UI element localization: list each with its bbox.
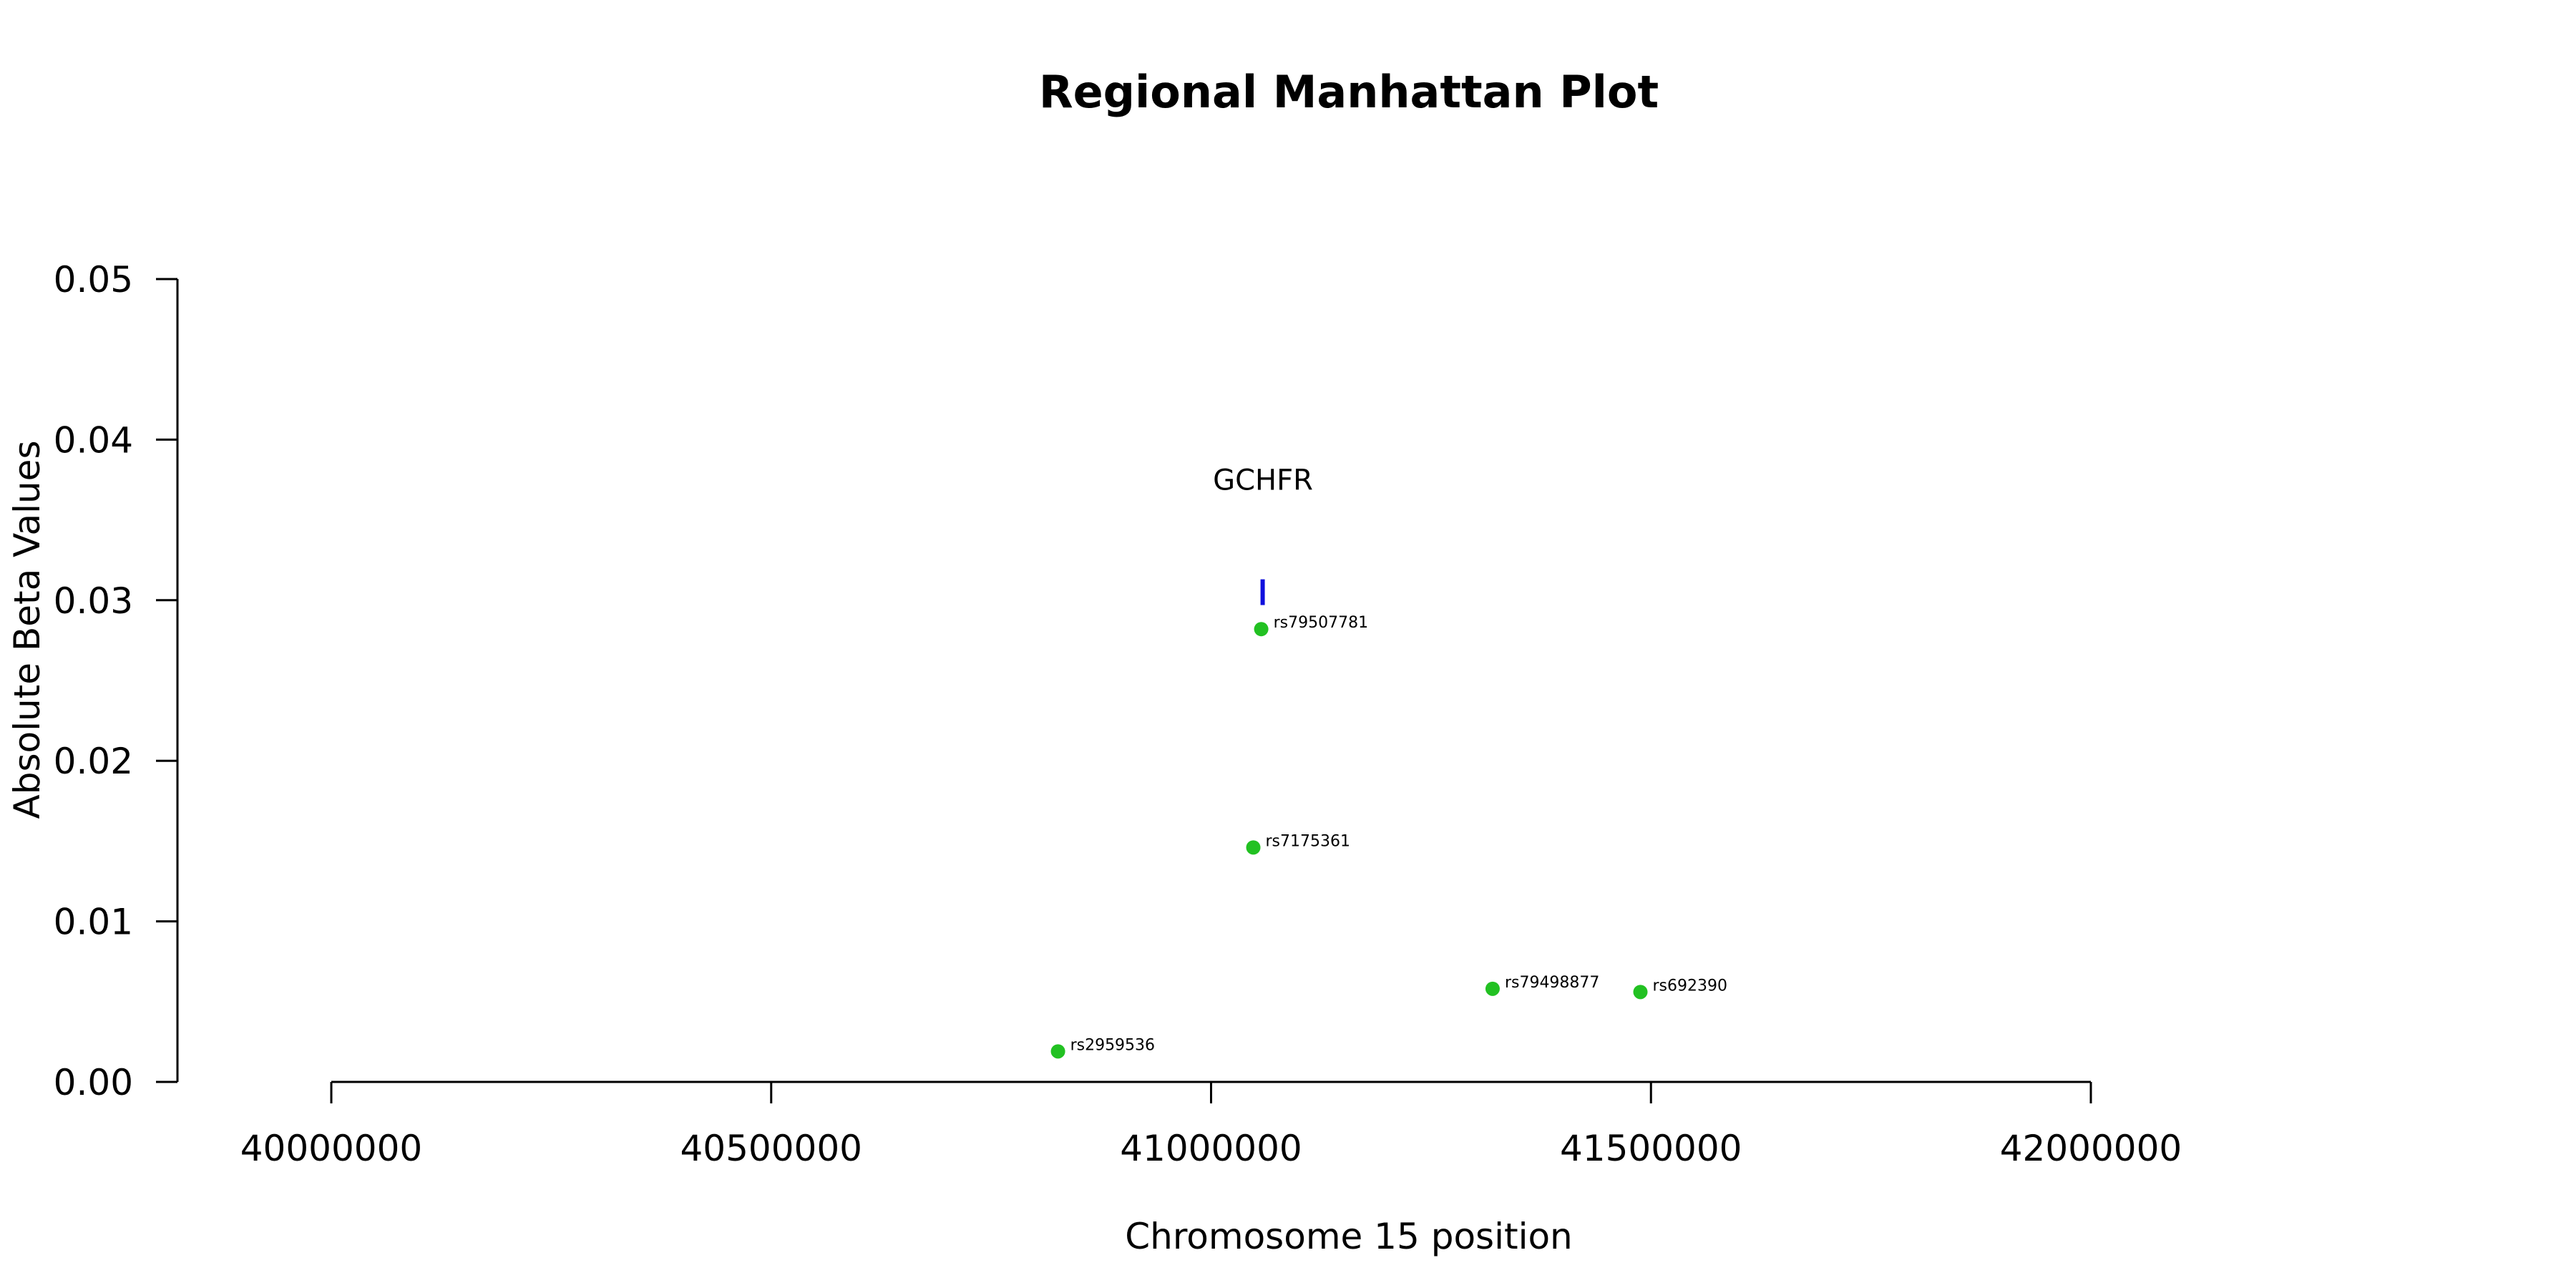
x-tick-label: 40000000 xyxy=(240,1128,423,1169)
y-tick-label: 0.00 xyxy=(54,1062,133,1103)
chart-title: Regional Manhattan Plot xyxy=(1039,66,1659,118)
x-axis: 40000000 40500000 41000000 41500000 42000000 xyxy=(240,1080,2182,1169)
y-axis-title: Absolute Beta Values xyxy=(6,441,48,819)
point-label: rs79498877 xyxy=(1505,974,1599,992)
point-label: rs79507781 xyxy=(1274,614,1368,632)
y-tick-label: 0.01 xyxy=(54,902,133,943)
point-label: rs2959536 xyxy=(1070,1036,1156,1054)
x-tick-label: 40500000 xyxy=(680,1128,863,1169)
data-point xyxy=(1485,981,1500,996)
data-points: rs79507781 rs7175361 rs79498877 rs692390 rs2… xyxy=(1050,614,1727,1059)
gene-track: GCHFR xyxy=(1213,464,1313,605)
data-point xyxy=(1246,840,1261,855)
y-tick-label: 0.02 xyxy=(54,741,133,782)
x-tick-label: 42000000 xyxy=(2000,1128,2182,1169)
data-point xyxy=(1050,1044,1065,1059)
y-tick-label: 0.05 xyxy=(54,259,133,301)
gene-label: GCHFR xyxy=(1213,464,1313,497)
x-tick-label: 41500000 xyxy=(1560,1128,1742,1169)
y-tick-label: 0.04 xyxy=(54,419,133,461)
point-label: rs692390 xyxy=(1652,977,1727,995)
data-point xyxy=(1633,985,1648,1000)
data-point xyxy=(1254,622,1269,637)
x-axis-title: Chromosome 15 position xyxy=(1125,1216,1573,1257)
gene-marker xyxy=(1260,579,1265,605)
y-tick-label: 0.03 xyxy=(54,580,133,622)
point-label: rs7175361 xyxy=(1266,832,1351,850)
y-axis: 0.00 0.01 0.02 0.03 0.04 0.05 xyxy=(54,259,179,1103)
x-tick-label: 41000000 xyxy=(1120,1128,1302,1169)
